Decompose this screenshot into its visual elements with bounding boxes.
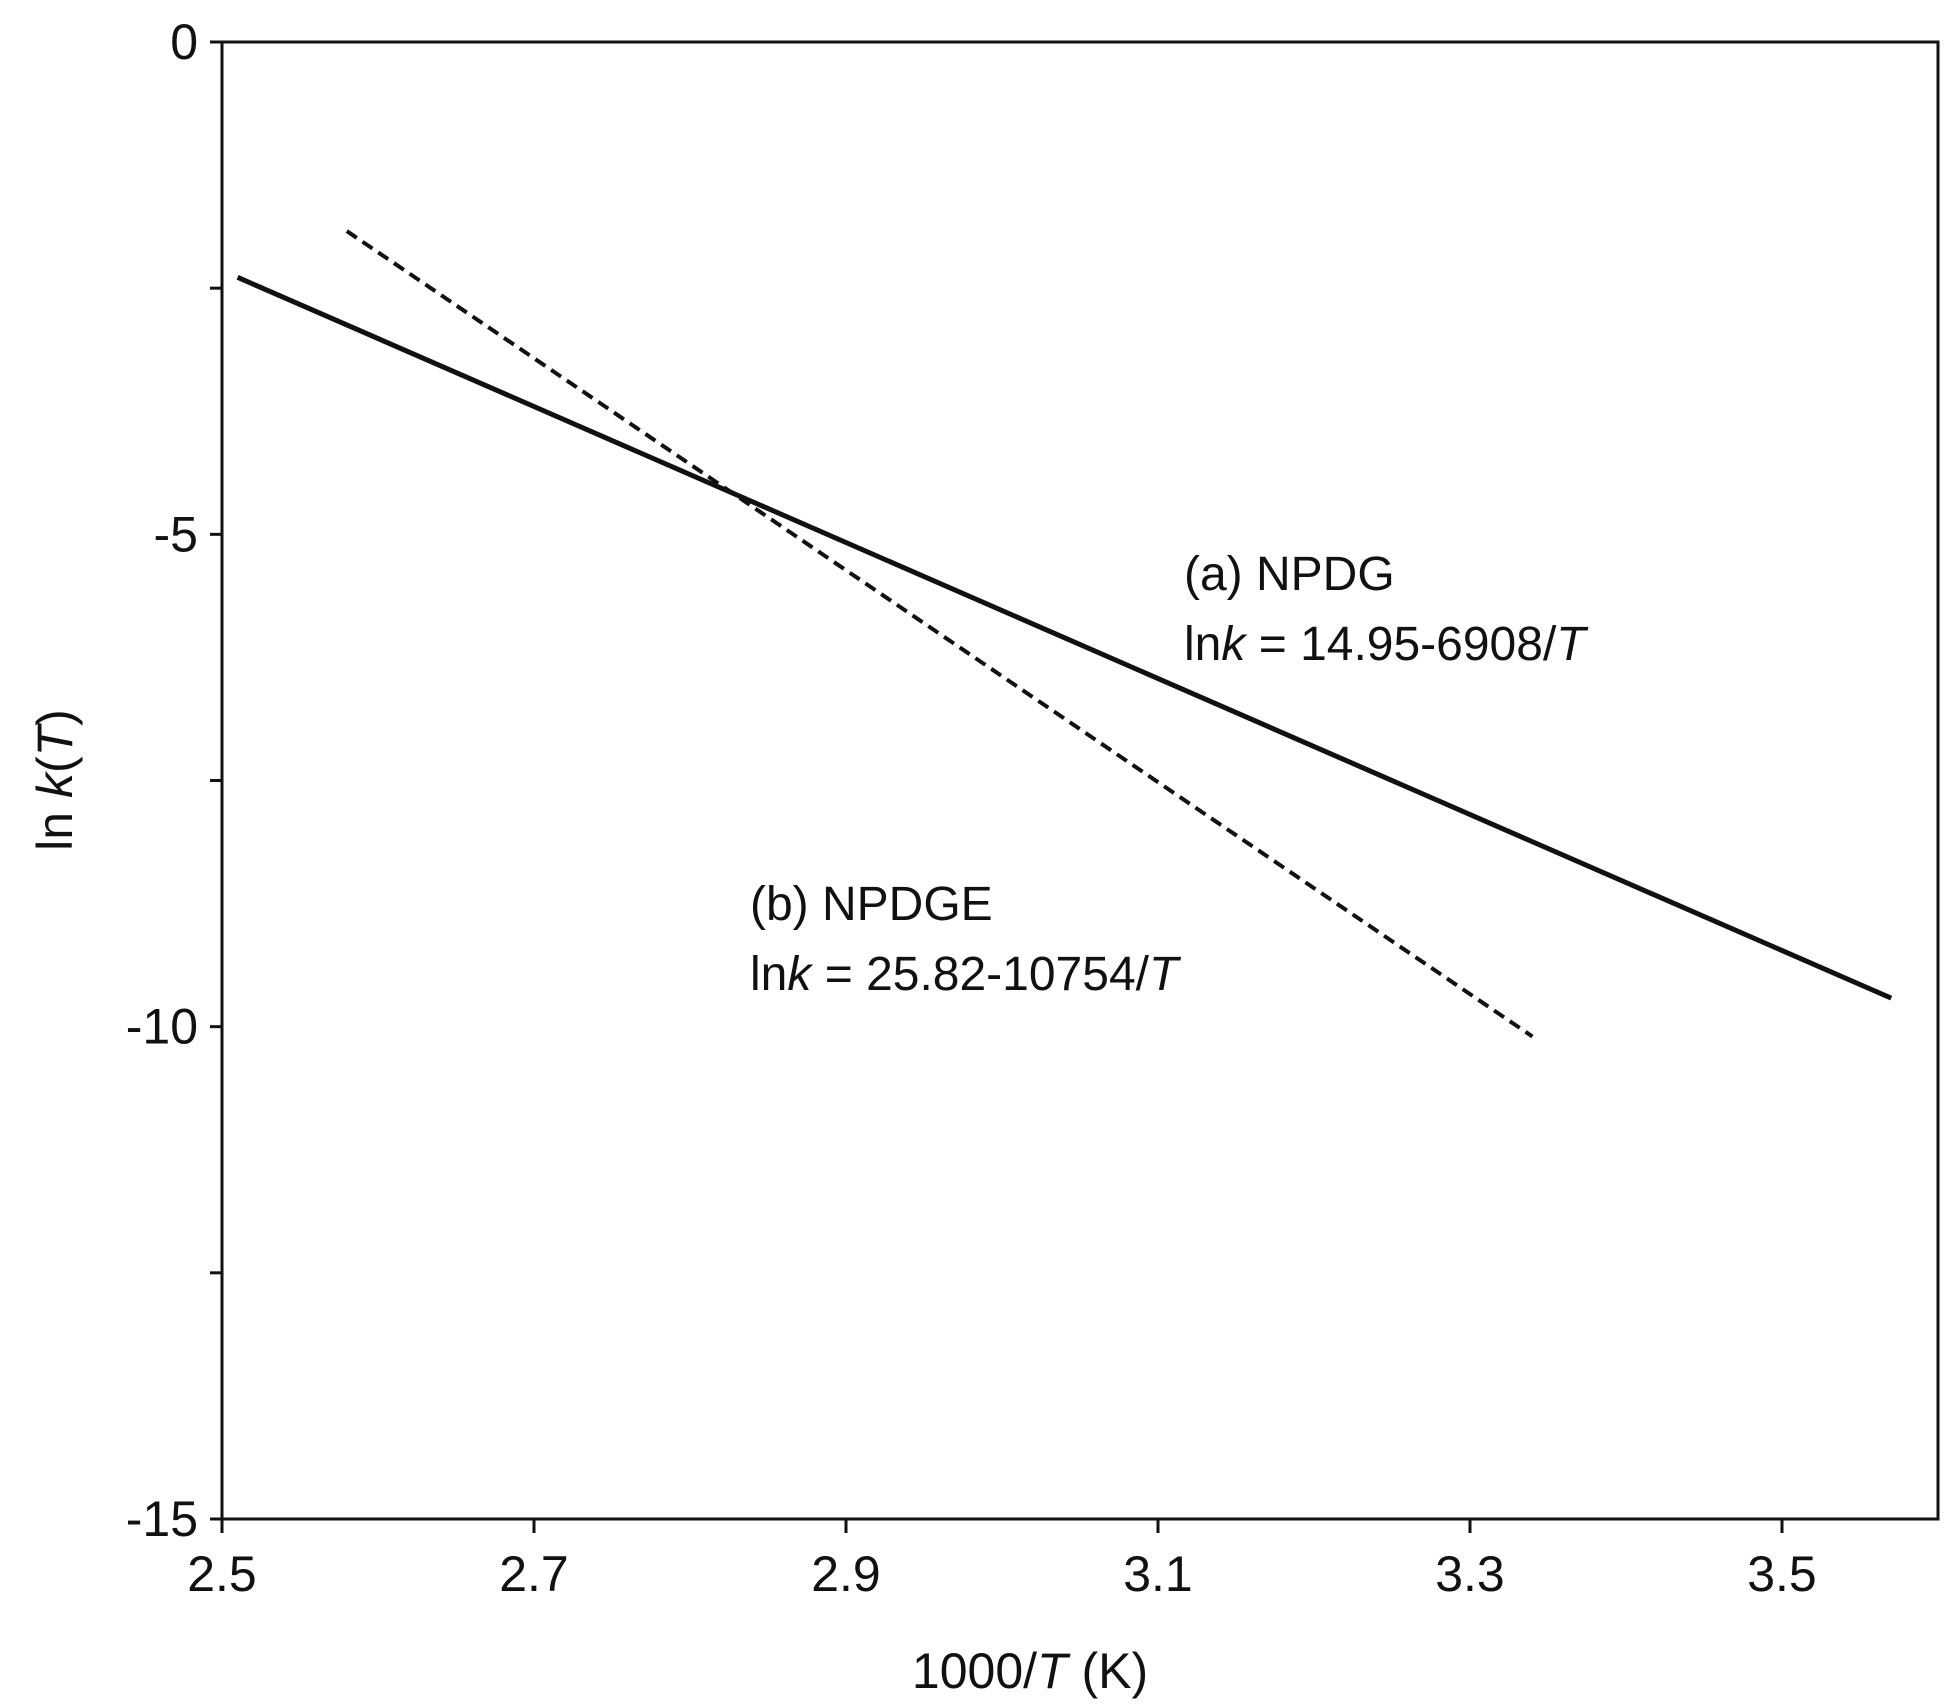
equation-npdge: lnk = 25.82-10754/T: [750, 948, 1182, 1001]
series-label-npdge: (b) NPDGE: [750, 878, 993, 931]
annotation-npdg: (a) NPDG lnk = 14.95-6908/T: [1184, 548, 1589, 671]
x-tick-label: 2.5: [187, 1546, 257, 1602]
y-tick-label: -5: [154, 506, 198, 562]
y-axis: 0 -5 -10 -15: [126, 14, 222, 1547]
series-line-npdge: [345, 229, 1534, 1039]
series-line-npdg: [236, 275, 1893, 1001]
y-tick-label: 0: [170, 14, 198, 70]
x-tick-label: 2.9: [811, 1546, 881, 1602]
x-tick-label: 3.5: [1747, 1546, 1817, 1602]
x-axis: 2.5 2.7 2.9 3.1 3.3 3.5: [187, 1519, 1817, 1602]
annotation-npdge: (b) NPDGE lnk = 25.82-10754/T: [750, 878, 1182, 1001]
x-tick-label: 2.7: [499, 1546, 569, 1602]
x-axis-title: 1000/T (K): [912, 1643, 1148, 1699]
y-tick-label: -15: [126, 1491, 198, 1547]
y-axis-title: ln k(T): [27, 709, 83, 851]
series-lines: [236, 229, 1893, 1039]
series-label-npdg: (a) NPDG: [1184, 548, 1395, 601]
plot-frame: [220, 40, 1940, 1521]
x-tick-label: 3.3: [1435, 1546, 1505, 1602]
equation-npdg: lnk = 14.95-6908/T: [1184, 618, 1589, 671]
x-tick-label: 3.1: [1123, 1546, 1193, 1602]
y-tick-label: -10: [126, 999, 198, 1055]
